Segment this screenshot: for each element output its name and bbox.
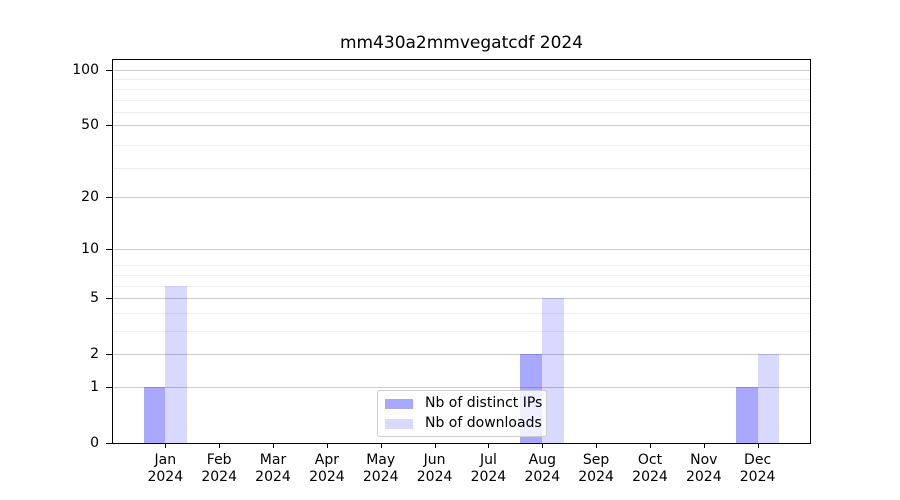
chart-title: mm430a2mmvegatcdf 2024 [339,33,584,53]
y-tick-label-2: 2 [90,346,99,363]
gridline-minor [113,274,810,276]
x-tick-label-aug: Aug 2024 [502,452,582,486]
x-tick-mark [380,443,382,448]
x-tick-year: 2024 [147,469,184,485]
x-tick-month: Mar [259,452,287,468]
x-tick-month: Apr [314,452,339,468]
gridline-major-1 [113,387,810,388]
x-tick-month: Feb [206,452,232,468]
legend-swatch-downloads [385,418,413,429]
x-tick-month: Aug [528,452,556,468]
bar-nb-of-downloads-jan [165,285,188,443]
x-tick-year: 2024 [632,469,668,485]
bar-nb-of-downloads-aug [542,298,565,443]
legend-item-downloads: Nb of downloads [384,415,542,432]
y-tick-mark [106,249,112,251]
gridline-minor [113,312,810,314]
y-tick-label-50: 50 [81,117,99,134]
x-tick-label-oct: Oct 2024 [610,452,690,486]
x-tick-month: Jun [423,452,446,468]
gridline-minor [113,285,810,287]
gridline-minor [113,79,810,81]
x-tick-year: 2024 [255,469,291,485]
gridline-major-5 [113,298,810,300]
bar-nb-of-downloads-dec [757,354,780,443]
gridline-major-10 [113,249,810,251]
x-tick-mark [703,443,705,448]
gridline-minor [113,99,810,101]
x-tick-mark [488,443,490,448]
x-tick-year: 2024 [470,469,507,485]
y-tick-mark [106,387,112,388]
x-tick-mark [326,443,328,448]
legend-item-distinct-ips: Nb of distinct IPs [384,395,543,412]
x-tick-year: 2024 [362,469,399,485]
y-tick-mark [106,196,112,198]
x-tick-year: 2024 [309,469,345,485]
y-tick-mark [106,70,112,71]
x-tick-label-jun: Jun 2024 [395,452,475,486]
x-tick-month: Sep [582,452,610,468]
bar-nb-of-distinct-ips-dec [735,387,758,443]
gridline-major-50 [113,125,810,127]
x-tick-month: Dec [744,452,772,468]
y-tick-label-5: 5 [90,290,99,307]
x-tick-year: 2024 [739,469,776,485]
legend: Nb of distinct IPs Nb of downloads [377,390,547,437]
x-tick-label-jul: Jul 2024 [448,452,528,486]
legend-label-distinct-ips: Nb of distinct IPs [425,395,543,411]
x-tick-year: 2024 [201,469,237,485]
y-tick-mark [106,354,112,356]
x-tick-label-dec: Dec 2024 [718,452,798,486]
bar-nb-of-distinct-ips-jan [143,387,166,443]
x-tick-mark [757,443,759,448]
y-tick-label-20: 20 [81,188,99,205]
gridline-minor [113,265,810,267]
y-tick-mark [106,125,112,127]
x-tick-mark [596,443,598,448]
x-tick-month: Oct [637,452,663,468]
y-tick-mark [106,443,112,444]
x-tick-label-apr: Apr 2024 [287,452,367,486]
x-tick-label-may: May 2024 [341,452,421,486]
plot-area: Nb of distinct IPs Nb of downloads [113,60,810,443]
x-tick-mark [219,443,221,448]
x-tick-month: Jul [479,452,497,468]
gridline-minor [113,112,810,114]
x-tick-label-nov: Nov 2024 [664,452,744,486]
x-tick-label-feb: Feb 2024 [179,452,259,486]
x-tick-mark [165,443,167,448]
x-tick-label-mar: Mar 2024 [233,452,313,486]
y-tick-label-0: 0 [90,435,99,451]
gridline-minor [113,144,810,146]
gridline-major-20 [113,196,810,198]
x-tick-year: 2024 [578,469,614,485]
gridline-minor [113,88,810,90]
gridline-major-2 [113,354,810,356]
gridline-major-100 [113,70,810,71]
y-tick-mark [106,298,112,300]
x-tick-month: Nov [690,452,718,468]
legend-swatch-distinct-ips [385,398,413,409]
x-tick-month: Jan [154,452,177,468]
y-tick-label-100: 100 [72,62,99,78]
x-tick-month: May [366,452,396,468]
x-tick-year: 2024 [685,469,722,485]
gridline-minor [113,168,810,170]
y-tick-label-1: 1 [90,379,99,395]
x-tick-label-jan: Jan 2024 [125,452,205,486]
legend-label-downloads: Nb of downloads [425,415,542,431]
y-tick-label-10: 10 [81,241,99,258]
x-tick-mark [542,443,544,448]
x-tick-mark [273,443,274,448]
x-tick-label-sep: Sep 2024 [556,452,636,486]
x-tick-year: 2024 [416,469,453,485]
gridline-minor [113,331,810,332]
x-tick-mark [650,443,651,448]
x-tick-mark [434,443,436,448]
x-tick-year: 2024 [524,469,561,485]
